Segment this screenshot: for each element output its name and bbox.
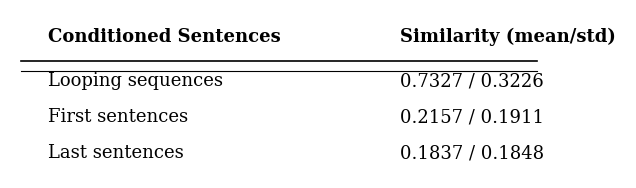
Text: First sentences: First sentences: [48, 108, 188, 126]
Text: 0.7327 / 0.3226: 0.7327 / 0.3226: [400, 72, 544, 90]
Text: Last sentences: Last sentences: [48, 144, 184, 162]
Text: 0.1837 / 0.1848: 0.1837 / 0.1848: [400, 144, 544, 162]
Text: 0.2157 / 0.1911: 0.2157 / 0.1911: [400, 108, 544, 126]
Text: Similarity (mean/std): Similarity (mean/std): [400, 27, 616, 46]
Text: Looping sequences: Looping sequences: [48, 72, 223, 90]
Text: Conditioned Sentences: Conditioned Sentences: [48, 27, 281, 45]
